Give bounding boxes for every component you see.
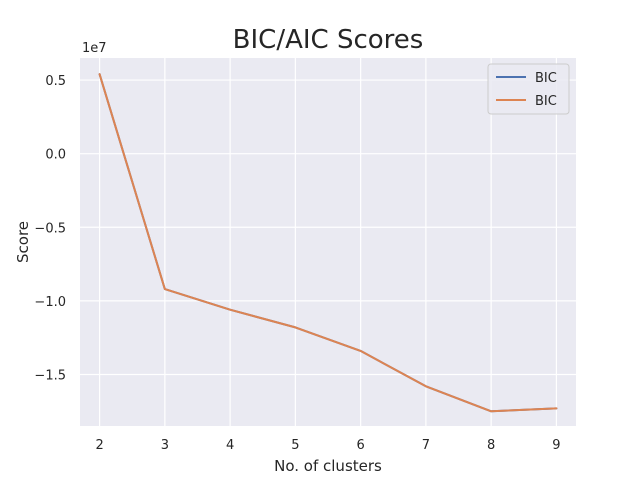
x-tick-label: 7 (422, 438, 430, 453)
x-tick-label: 2 (95, 438, 103, 453)
y-offset-label: 1e7 (82, 41, 107, 56)
x-axis-label: No. of clusters (274, 457, 382, 475)
legend: BIC BIC (487, 63, 570, 115)
tick-labels: 2 3 4 5 6 7 8 9 0.5 0.0 −0.5 −1.0 −1.5 (34, 74, 560, 453)
plot-area (80, 58, 576, 426)
x-tick-label: 3 (161, 438, 169, 453)
chart-title: BIC/AIC Scores (233, 25, 424, 55)
y-tick-label: 0.0 (45, 148, 66, 163)
x-tick-label: 8 (487, 438, 495, 453)
series-line-1 (98, 73, 558, 413)
grid (80, 58, 576, 426)
x-tick-label: 4 (226, 438, 234, 453)
x-tick-label: 5 (291, 438, 299, 453)
legend-label: BIC (535, 71, 557, 86)
y-tick-label: −1.0 (34, 295, 66, 310)
y-tick-label: −1.5 (34, 368, 66, 383)
x-tick-label: 6 (356, 438, 364, 453)
series (98, 73, 558, 413)
y-axis-label: Score (14, 221, 32, 263)
legend-label: BIC (535, 94, 557, 109)
y-tick-label: −0.5 (34, 221, 66, 236)
legend-box (487, 63, 570, 115)
x-tick-label: 9 (552, 438, 560, 453)
y-tick-label: 0.5 (45, 74, 66, 89)
